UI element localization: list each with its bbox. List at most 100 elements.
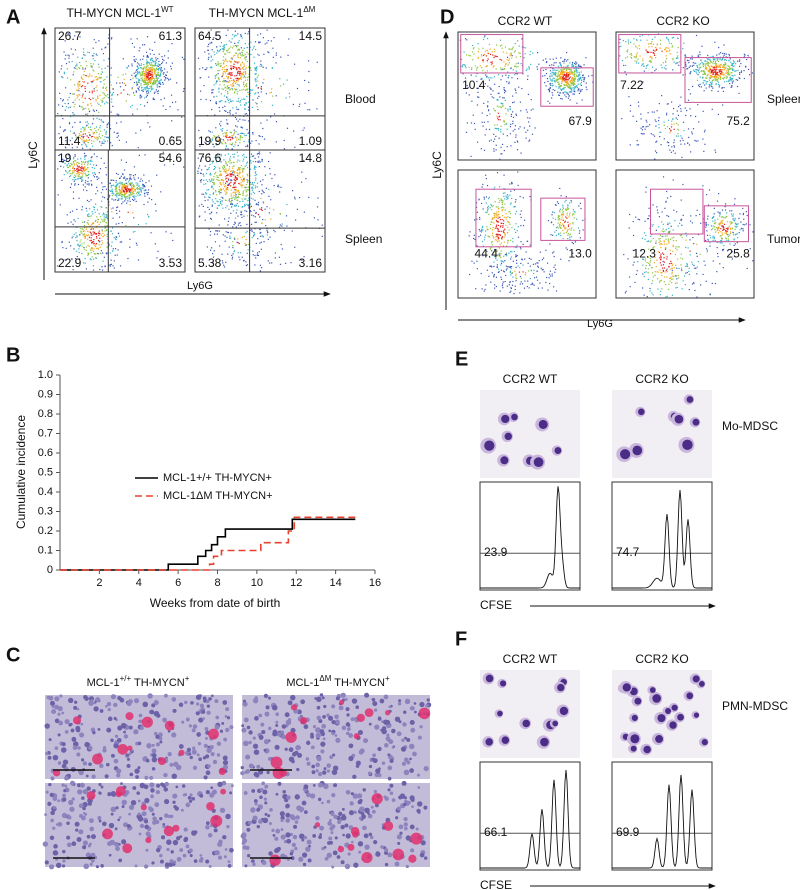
dot: [223, 81, 225, 83]
dot: [113, 199, 115, 201]
dot: [110, 184, 113, 187]
dot: [227, 224, 229, 226]
dot: [129, 184, 131, 186]
dot: [240, 136, 242, 138]
dot: [124, 196, 126, 198]
dot: [146, 94, 148, 97]
dot: [146, 59, 148, 61]
dot: [257, 97, 259, 99]
dot: [102, 220, 104, 222]
dot: [92, 228, 95, 230]
dot: [512, 130, 514, 132]
dot: [69, 173, 71, 175]
dot: [235, 106, 238, 108]
dot: [714, 151, 717, 153]
gate-value: 10.4: [462, 78, 486, 92]
dot: [244, 89, 247, 91]
dot: [205, 98, 207, 101]
dot: [149, 67, 151, 69]
dot: [665, 55, 667, 57]
dot: [232, 82, 235, 84]
dot: [280, 85, 282, 87]
dot: [632, 115, 634, 117]
dot: [218, 88, 220, 90]
dot: [222, 197, 224, 200]
dot: [712, 61, 715, 63]
dot: [722, 77, 724, 79]
dot: [208, 166, 210, 169]
dot: [743, 77, 745, 80]
dot: [233, 66, 236, 68]
dot: [209, 194, 211, 196]
dot: [129, 178, 131, 180]
dot: [705, 67, 707, 69]
dot: [224, 70, 226, 73]
dot: [722, 78, 724, 80]
dot: [87, 254, 89, 256]
dot: [575, 68, 577, 70]
dot: [468, 66, 470, 68]
dot: [486, 106, 489, 108]
dot: [129, 188, 131, 190]
row-label: Tumor: [767, 232, 800, 246]
dot: [140, 64, 142, 67]
dot: [245, 244, 247, 246]
dot: [254, 199, 256, 201]
dot: [116, 196, 118, 198]
dot: [148, 88, 150, 90]
dot: [82, 189, 85, 191]
dot: [731, 74, 733, 77]
dot: [710, 70, 713, 72]
dot: [57, 194, 59, 196]
dot: [262, 179, 264, 181]
dot: [215, 74, 217, 77]
dot: [133, 185, 135, 187]
dot: [160, 71, 162, 73]
dot: [706, 62, 709, 64]
dot: [90, 98, 92, 101]
dot: [98, 77, 100, 79]
dot: [92, 231, 94, 233]
dot: [703, 79, 705, 82]
dot: [224, 186, 226, 188]
dot: [261, 267, 263, 269]
dot: [227, 73, 229, 75]
dot: [81, 161, 83, 163]
dot: [147, 92, 150, 94]
dot: [308, 81, 310, 83]
dot: [668, 145, 670, 147]
dot: [695, 71, 697, 73]
dot: [255, 70, 257, 72]
dot: [116, 82, 118, 84]
dot: [220, 42, 223, 44]
dot: [712, 62, 714, 64]
dot: [487, 52, 489, 54]
dot: [90, 105, 93, 107]
dot: [247, 204, 249, 207]
dot: [221, 188, 223, 191]
dot: [247, 200, 249, 202]
dot: [121, 241, 123, 243]
dot: [159, 83, 161, 85]
dot: [520, 110, 522, 112]
dot: [259, 232, 261, 234]
dot: [102, 98, 104, 100]
dot: [149, 79, 151, 81]
dot: [233, 133, 235, 135]
dot: [235, 141, 237, 144]
dot: [636, 52, 638, 54]
dot: [731, 77, 734, 80]
dot: [648, 46, 650, 48]
dot: [237, 167, 240, 169]
dot: [83, 130, 85, 132]
dot: [654, 36, 656, 38]
dot: [636, 62, 638, 64]
dot: [151, 57, 153, 60]
dot: [528, 66, 530, 68]
dot: [225, 143, 227, 145]
dot: [656, 48, 658, 50]
dot: [236, 172, 238, 174]
dot: [697, 70, 700, 72]
dot: [301, 171, 303, 173]
dot: [214, 202, 216, 204]
